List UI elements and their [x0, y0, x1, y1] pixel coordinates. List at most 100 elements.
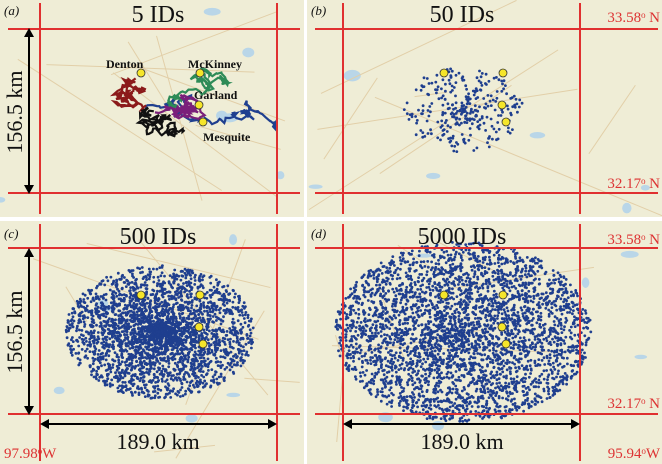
trajectory-point [384, 312, 387, 315]
trajectory-point [121, 376, 125, 380]
trajectory-point [415, 119, 419, 122]
trajectory-point [169, 307, 173, 310]
trajectory-point [131, 345, 135, 349]
trajectory-point [428, 105, 432, 108]
trajectory-point [451, 136, 455, 140]
trajectory-point [75, 329, 78, 333]
trajectory-point [399, 310, 402, 314]
trajectory-point [123, 361, 127, 364]
trajectory-point [242, 349, 246, 352]
trajectory-point [440, 400, 444, 404]
trajectory-point [427, 282, 431, 286]
trajectory-point [165, 310, 169, 314]
trajectory-point [237, 341, 241, 345]
trajectory-point [387, 370, 391, 374]
trajectory-point [440, 87, 443, 91]
trajectory-point [402, 405, 406, 409]
trajectory-point [101, 357, 105, 361]
trajectory-point [238, 296, 242, 300]
trajectory-point [222, 377, 226, 381]
trajectory-point [119, 374, 123, 378]
trajectory-point [164, 337, 168, 341]
trajectory-point [115, 281, 118, 285]
trajectory-point [528, 364, 532, 368]
trajectory-point [203, 384, 207, 387]
trajectory-point [115, 294, 119, 298]
trajectory-point [194, 352, 198, 356]
trajectory-point [77, 319, 81, 322]
trajectory-point [354, 311, 358, 315]
trajectory-point [419, 129, 423, 132]
trajectory-point [110, 329, 114, 333]
trajectory-point [388, 335, 392, 339]
trajectory-point [188, 384, 192, 388]
trajectory-point [409, 357, 413, 361]
trajectory-point [405, 112, 409, 115]
trajectory-point [65, 336, 69, 340]
trajectory-point [502, 281, 506, 285]
trajectory-point [432, 323, 436, 327]
trajectory-point [142, 375, 145, 379]
trajectory-point [223, 294, 227, 298]
trajectory-point [575, 316, 578, 320]
trajectory-point [530, 319, 534, 322]
trajectory-point [405, 101, 409, 105]
trajectory-point [515, 408, 519, 412]
trajectory-point [406, 260, 410, 264]
trajectory-point [170, 294, 174, 298]
trajectory-point [82, 300, 86, 304]
trajectory-point [171, 308, 174, 312]
trajectory-point [536, 400, 540, 404]
trajectory-point [460, 107, 463, 110]
trajectory-point [107, 363, 111, 366]
trajectory-point [337, 349, 340, 353]
trajectory-point [482, 97, 486, 100]
trajectory-point [338, 312, 342, 316]
trajectory-point [95, 307, 99, 311]
trajectory-point [514, 97, 518, 101]
trajectory-point [476, 290, 480, 294]
trajectory-point [148, 329, 152, 333]
trajectory-point [67, 342, 71, 346]
trajectory-point [105, 352, 108, 355]
trajectory-point [124, 285, 128, 288]
trajectory-point [133, 390, 137, 394]
trajectory-point [468, 277, 472, 281]
trajectory-point [216, 343, 220, 347]
trajectory-point [217, 317, 221, 321]
trajectory-point [141, 341, 145, 345]
trajectory-point [90, 373, 93, 377]
trajectory-point [152, 320, 155, 323]
trajectory-point [525, 256, 529, 259]
trajectory-point [128, 362, 132, 365]
trajectory-point [392, 299, 396, 303]
trajectory-point [108, 343, 112, 346]
trajectory-point [78, 358, 82, 362]
trajectory-point [488, 349, 492, 352]
trajectory-point [554, 278, 558, 281]
city-marker-denton [439, 68, 449, 78]
trajectory-point [123, 276, 126, 279]
trajectory-point [178, 352, 182, 356]
trajectory-point [117, 355, 120, 359]
trajectory-point [141, 311, 145, 315]
trajectory-point [435, 73, 439, 77]
trajectory-point [202, 328, 206, 332]
trajectory-point [424, 360, 428, 364]
trajectory-point [505, 92, 508, 96]
trajectory-point [154, 305, 157, 308]
trajectory-point [449, 112, 453, 116]
trajectory-point [246, 337, 249, 340]
trajectory-point [471, 89, 475, 93]
trajectory-point [450, 84, 454, 88]
trajectory-point [496, 268, 499, 272]
trajectory-point [394, 294, 398, 298]
trajectory-point [172, 378, 175, 382]
trajectory-point [247, 341, 251, 344]
trajectory-point [83, 307, 87, 310]
trajectory-point [191, 333, 195, 337]
trajectory-point [84, 309, 87, 313]
trajectory-point [561, 293, 564, 297]
trajectory-point [131, 297, 135, 301]
trajectory-point [190, 306, 193, 310]
